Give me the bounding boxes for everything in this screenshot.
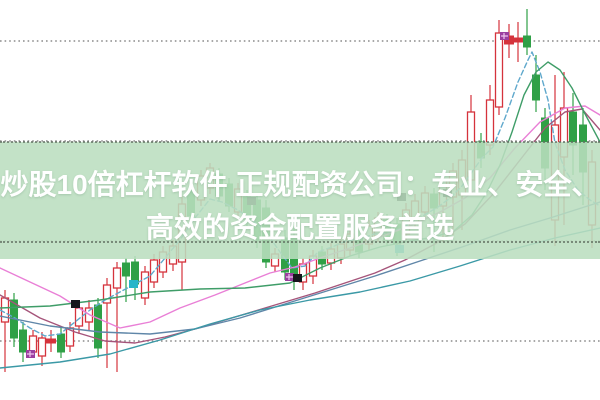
gridlines (0, 40, 600, 342)
signal-marker-teal (395, 245, 404, 253)
ma-fast-dashed (0, 51, 600, 337)
signal-marker-black (293, 274, 302, 282)
signal-marker-black (247, 197, 256, 205)
signal-marker-black (71, 300, 80, 308)
candles (0, 9, 597, 372)
signal-marker-black (397, 193, 406, 201)
signal-marker-black (443, 189, 452, 197)
signal-marker-teal (129, 280, 138, 288)
